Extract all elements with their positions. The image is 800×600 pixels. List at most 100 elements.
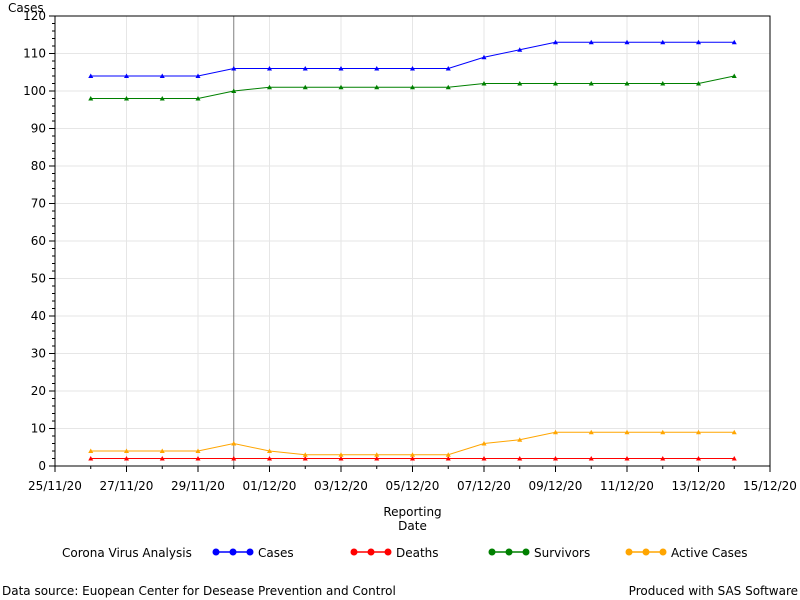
x-tick-label: 29/11/20	[171, 479, 225, 493]
x-tick-label: 25/11/20	[28, 479, 82, 493]
y-tick-label: 50	[31, 272, 46, 286]
data-point-deaths	[338, 456, 344, 461]
x-axis-title-line: Date	[398, 519, 427, 533]
y-tick-label: 30	[31, 347, 46, 361]
legend-swatch-marker	[625, 548, 633, 556]
y-tick-label: 40	[31, 309, 46, 323]
data-point-deaths	[588, 456, 594, 461]
data-point-cases	[696, 39, 701, 45]
data-point-survivors	[374, 84, 380, 90]
data-point-cases	[410, 66, 415, 71]
data-point-active-cases	[731, 429, 737, 435]
data-point-survivors	[553, 81, 558, 86]
data-point-cases	[302, 66, 308, 71]
x-tick-label: 11/12/20	[600, 479, 654, 493]
data-point-active-cases	[481, 441, 487, 446]
y-axis: 0 10 20 30 40 50 60 70 80 90 100 110 120	[23, 9, 55, 473]
data-point-cases	[445, 66, 451, 71]
data-point-active-cases	[410, 452, 415, 457]
data-point-survivors	[195, 96, 201, 101]
data-point-deaths	[410, 456, 415, 461]
data-point-deaths	[231, 456, 237, 461]
data-point-deaths	[195, 456, 201, 461]
legend-swatch-marker	[642, 548, 650, 556]
y-tick-label: 0	[38, 459, 46, 473]
legend-swatch-marker	[522, 548, 530, 556]
produced-with-footer: Produced with SAS Software	[628, 584, 798, 598]
data-point-deaths	[374, 456, 380, 461]
y-tick-label: 10	[31, 422, 46, 436]
data-point-cases	[517, 47, 523, 52]
data-point-active-cases	[445, 452, 451, 457]
data-point-survivors	[660, 81, 666, 86]
data-point-active-cases	[88, 448, 94, 453]
data-point-cases	[660, 39, 666, 45]
y-tick-label: 70	[31, 197, 46, 211]
data-point-deaths	[481, 456, 487, 461]
data-point-survivors	[731, 73, 737, 78]
legend-item-cases: Cases	[212, 546, 294, 560]
data-point-deaths	[124, 456, 129, 461]
legend-swatch-marker	[505, 548, 513, 556]
data-point-active-cases	[374, 452, 380, 457]
series-layer	[88, 39, 737, 461]
data-point-active-cases	[338, 452, 344, 457]
legend: Corona Virus Analysis Cases Deaths Survivo…	[62, 546, 748, 560]
data-point-survivors	[88, 96, 94, 101]
x-tick-label: 15/12/20	[743, 479, 797, 493]
data-point-cases	[481, 54, 487, 60]
x-axis-title-line: Reporting	[383, 505, 441, 519]
data-point-deaths	[624, 456, 630, 461]
x-tick-label: 05/12/20	[386, 479, 440, 493]
y-tick-label: 90	[31, 122, 46, 136]
x-tick-label: 13/12/20	[672, 479, 726, 493]
data-point-active-cases	[231, 441, 237, 446]
data-point-survivors	[124, 96, 129, 101]
data-point-survivors	[410, 84, 415, 90]
y-tick-label: 120	[23, 9, 46, 23]
data-point-deaths	[660, 456, 666, 461]
y-tick-label: 60	[31, 234, 46, 248]
data-point-cases	[267, 66, 272, 71]
data-point-cases	[195, 73, 201, 78]
data-point-deaths	[731, 456, 737, 461]
data-point-survivors	[445, 84, 451, 90]
x-tick-label: 09/12/20	[529, 479, 583, 493]
data-point-survivors	[338, 84, 344, 90]
data-point-active-cases	[124, 448, 129, 453]
data-point-cases	[124, 73, 129, 78]
legend-item-survivors: Survivors	[488, 546, 590, 560]
legend-label: Deaths	[396, 546, 439, 560]
data-point-cases	[88, 73, 94, 78]
legend-item-deaths: Deaths	[350, 546, 439, 560]
data-point-deaths	[159, 456, 165, 461]
data-point-active-cases	[302, 452, 308, 457]
data-point-active-cases	[624, 429, 630, 435]
series-active-cases	[88, 429, 737, 457]
data-point-active-cases	[588, 429, 594, 435]
data-point-survivors	[159, 96, 165, 101]
x-tick-label: 27/11/20	[100, 479, 154, 493]
data-point-cases	[731, 39, 737, 45]
x-axis: 25/11/20 27/11/20 29/11/20 01/12/20 03/12/20…	[28, 466, 797, 493]
legend-swatch-marker	[659, 548, 667, 556]
y-tick-label: 100	[23, 84, 46, 98]
data-point-survivors	[302, 84, 308, 90]
data-point-survivors	[624, 81, 630, 86]
legend-item-active-cases: Active Cases	[625, 546, 748, 560]
data-point-cases	[624, 39, 630, 45]
data-point-cases	[231, 66, 237, 71]
data-point-active-cases	[696, 429, 701, 435]
x-tick-label: 01/12/20	[243, 479, 297, 493]
data-point-survivors	[696, 81, 701, 86]
data-point-survivors	[267, 84, 272, 90]
data-point-survivors	[481, 81, 487, 86]
data-point-deaths	[302, 456, 308, 461]
data-point-deaths	[445, 456, 451, 461]
data-point-cases	[588, 39, 594, 45]
legend-swatch-marker	[384, 548, 392, 556]
legend-swatch-marker	[212, 548, 220, 556]
legend-label: Active Cases	[671, 546, 748, 560]
